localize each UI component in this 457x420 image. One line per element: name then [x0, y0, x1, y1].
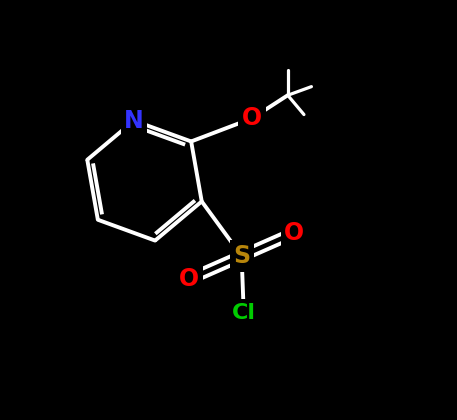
- Text: O: O: [284, 221, 304, 245]
- Text: O: O: [179, 267, 199, 291]
- Text: S: S: [233, 244, 250, 268]
- Text: O: O: [242, 106, 262, 130]
- Text: N: N: [124, 109, 144, 133]
- Text: Cl: Cl: [232, 303, 256, 323]
